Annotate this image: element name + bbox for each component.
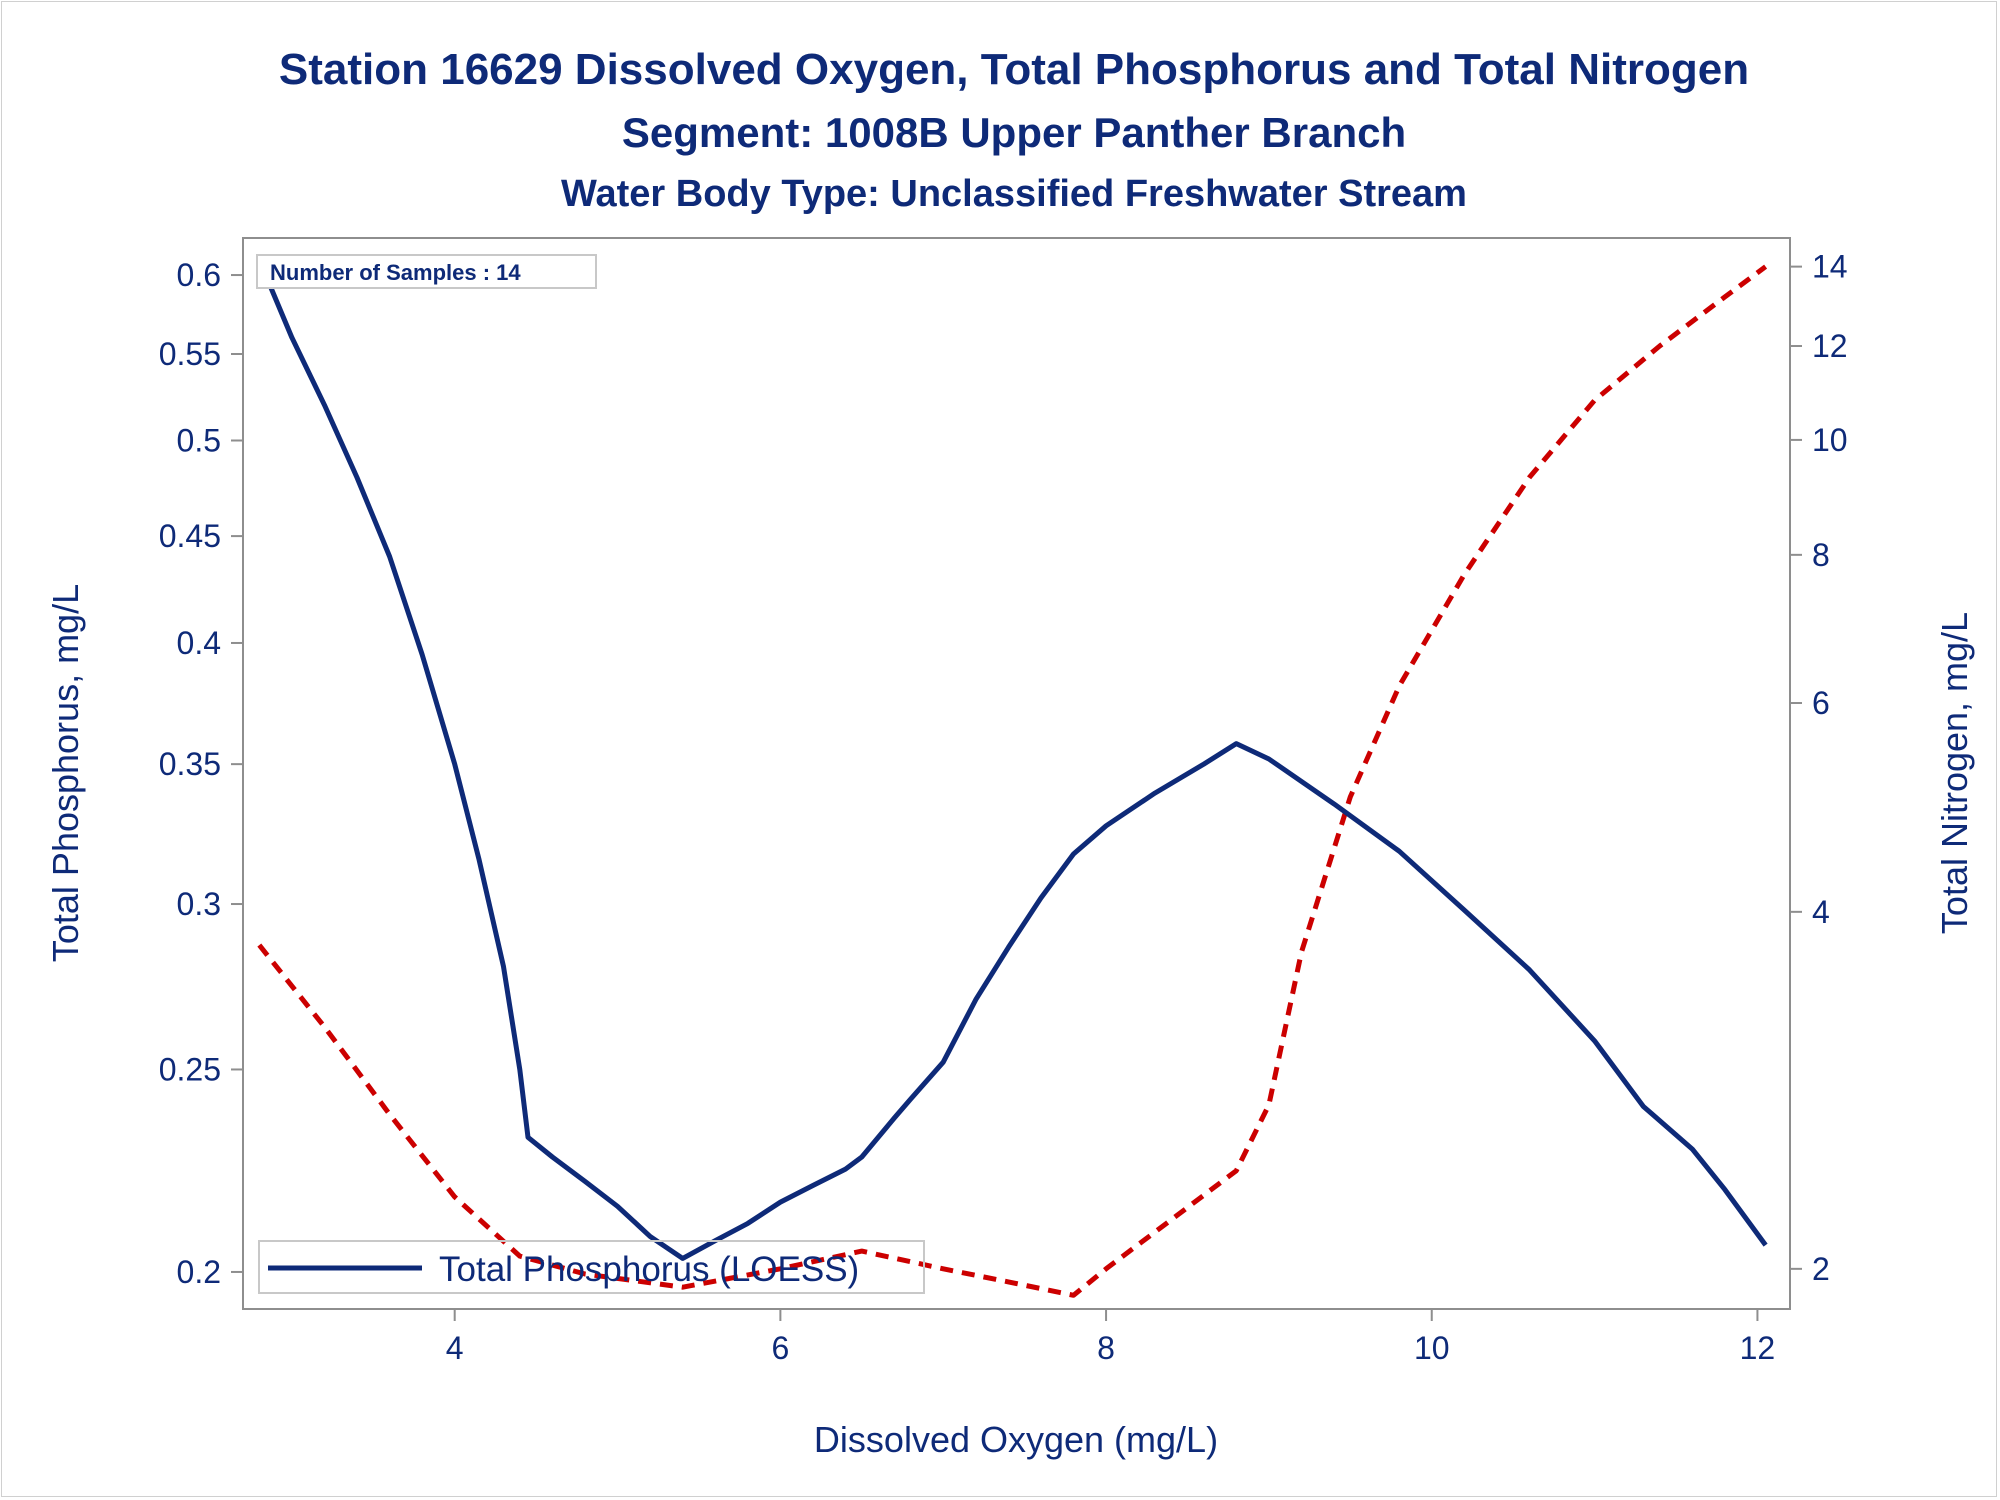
- chart-subtitle-2: Water Body Type: Unclassified Freshwater…: [561, 173, 1467, 215]
- x-tick-label: 4: [446, 1330, 464, 1366]
- x-tick-label: 8: [1097, 1330, 1115, 1366]
- chart-subtitle: Segment: 1008B Upper Panther Branch: [622, 109, 1406, 156]
- x-tick-label: 12: [1740, 1330, 1776, 1366]
- y2-tick-label: 2: [1812, 1251, 1830, 1287]
- y2-tick-label: 6: [1812, 685, 1830, 721]
- legend-label: Total Phosphorus (LOESS): [439, 1250, 859, 1289]
- y2-tick-label: 14: [1812, 249, 1848, 285]
- y-tick-label: 0.25: [159, 1051, 221, 1087]
- y-axis-label: Total Phosphorus, mg/L: [45, 584, 86, 962]
- series-line-total-phosphorus: [256, 259, 1768, 1261]
- y-tick-label: 0.5: [177, 422, 221, 458]
- y-tick-label: 0.45: [159, 518, 221, 554]
- legend: [258, 1240, 925, 1294]
- x-axis-label: Dissolved Oxygen (mg/L): [814, 1419, 1218, 1460]
- sample-count-box: [256, 254, 597, 289]
- y-axis-left: 0.2 0.25 0.3 0.35 0.4 0.45 0.5 0.55 0.6: [159, 257, 243, 1290]
- y-tick-label: 0.35: [159, 746, 221, 782]
- y2-tick-label: 4: [1812, 894, 1830, 930]
- y-tick-label: 0.6: [177, 257, 221, 293]
- plot-area: [242, 237, 1791, 1310]
- y-axis-right: 2 4 6 8 10 12 14: [1790, 249, 1848, 1287]
- y-tick-label: 0.3: [177, 886, 221, 922]
- y2-tick-label: 8: [1812, 537, 1830, 573]
- y2-axis-label: Total Nitrogen, mg/L: [1934, 612, 1975, 934]
- chart-title: Station 16629 Dissolved Oxygen, Total Ph…: [279, 45, 1749, 94]
- series-line-total-nitrogen: [257, 264, 1768, 1298]
- y2-tick-label: 12: [1812, 328, 1848, 364]
- sample-count-label: Number of Samples : 14: [270, 260, 521, 285]
- x-tick-label: 10: [1414, 1330, 1450, 1366]
- series-layer: [256, 259, 1768, 1298]
- x-axis: 4 6 8 10 12: [446, 1309, 1775, 1366]
- x-tick-label: 6: [771, 1330, 789, 1366]
- y-tick-label: 0.55: [159, 336, 221, 372]
- y2-tick-label: 10: [1812, 422, 1848, 458]
- y-tick-label: 0.2: [177, 1254, 221, 1290]
- y-tick-label: 0.4: [177, 625, 221, 661]
